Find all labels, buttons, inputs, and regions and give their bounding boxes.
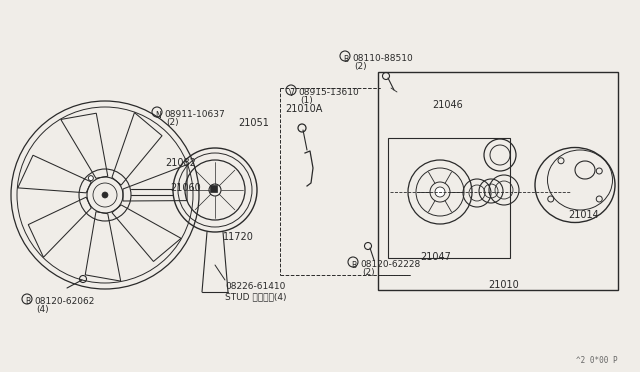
Text: 08120-62062: 08120-62062 bbox=[34, 297, 94, 306]
Text: B: B bbox=[343, 55, 348, 64]
Text: 21014: 21014 bbox=[568, 210, 599, 220]
Text: 08911-10637: 08911-10637 bbox=[164, 110, 225, 119]
Text: (1): (1) bbox=[300, 96, 313, 105]
Circle shape bbox=[102, 192, 108, 198]
Text: B: B bbox=[25, 298, 30, 307]
Bar bbox=[210, 185, 217, 192]
Bar bbox=[388, 138, 510, 258]
Text: 21060: 21060 bbox=[170, 183, 201, 193]
Text: N: N bbox=[155, 110, 161, 119]
Text: 21047: 21047 bbox=[420, 252, 451, 262]
Text: 21046: 21046 bbox=[432, 100, 463, 110]
Text: V: V bbox=[289, 89, 294, 97]
Text: 08915-13610: 08915-13610 bbox=[298, 88, 359, 97]
Text: (2): (2) bbox=[354, 62, 367, 71]
Circle shape bbox=[88, 176, 93, 181]
Circle shape bbox=[435, 187, 445, 197]
Text: (2): (2) bbox=[166, 118, 179, 127]
Text: 11720: 11720 bbox=[223, 232, 254, 242]
Text: 21082: 21082 bbox=[165, 158, 196, 168]
Text: STUD スタッド(4): STUD スタッド(4) bbox=[225, 292, 287, 301]
Text: 21010: 21010 bbox=[488, 280, 519, 290]
Text: 08110-88510: 08110-88510 bbox=[352, 54, 413, 63]
Text: 21051: 21051 bbox=[238, 118, 269, 128]
Text: 08226-61410: 08226-61410 bbox=[225, 282, 285, 291]
Text: 08120-62228: 08120-62228 bbox=[360, 260, 420, 269]
Text: 21010A: 21010A bbox=[285, 104, 323, 114]
Text: B: B bbox=[351, 260, 356, 269]
Text: (4): (4) bbox=[36, 305, 49, 314]
Bar bbox=[378, 72, 618, 290]
Text: (2): (2) bbox=[362, 268, 374, 277]
Text: ^2 0*00 P: ^2 0*00 P bbox=[577, 356, 618, 365]
